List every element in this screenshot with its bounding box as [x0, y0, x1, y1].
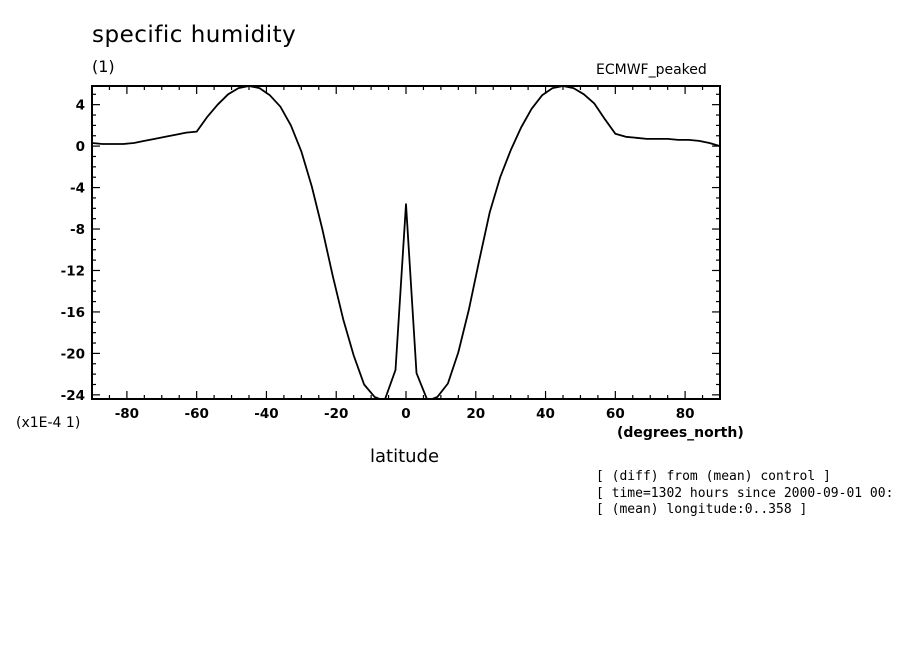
experiment-label: ECMWF_peaked	[596, 62, 707, 78]
y-tick-label: -24	[61, 388, 85, 404]
y-tick-label: -4	[70, 181, 85, 197]
y-tick-label: -12	[61, 263, 85, 279]
y-tick-label: -16	[61, 305, 85, 321]
note-line-3: [ (mean) longitude:0..358 ]	[596, 502, 808, 517]
y-tick-label: -8	[70, 222, 85, 238]
x-tick-label: 80	[676, 406, 695, 422]
series-line	[91, 85, 721, 400]
y-scale-label: (x1E-4 1)	[16, 415, 81, 431]
y-tick-label: 4	[76, 98, 85, 114]
x-tick-label: 40	[536, 406, 555, 422]
note-line-1: [ (diff) from (mean) control ]	[596, 469, 831, 484]
x-tick-label: 0	[401, 406, 410, 422]
x-tick-label: 20	[466, 406, 485, 422]
note-line-2: [ time=1302 hours since 2000-09-01 00:	[596, 486, 894, 501]
x-tick-label: -60	[184, 406, 208, 422]
y-tick-label: -20	[61, 346, 85, 362]
units-label: (1)	[92, 57, 115, 76]
chart-title: specific humidity	[92, 22, 297, 48]
plot-frame	[91, 85, 721, 400]
x-tick-label: -80	[115, 406, 139, 422]
x-tick-label: -20	[324, 406, 348, 422]
x-tick-label: 60	[606, 406, 625, 422]
x-axis-label: latitude	[370, 446, 440, 467]
x-units-label: (degrees_north)	[617, 425, 744, 441]
y-tick-label: 0	[76, 139, 85, 155]
x-tick-label: -40	[254, 406, 278, 422]
